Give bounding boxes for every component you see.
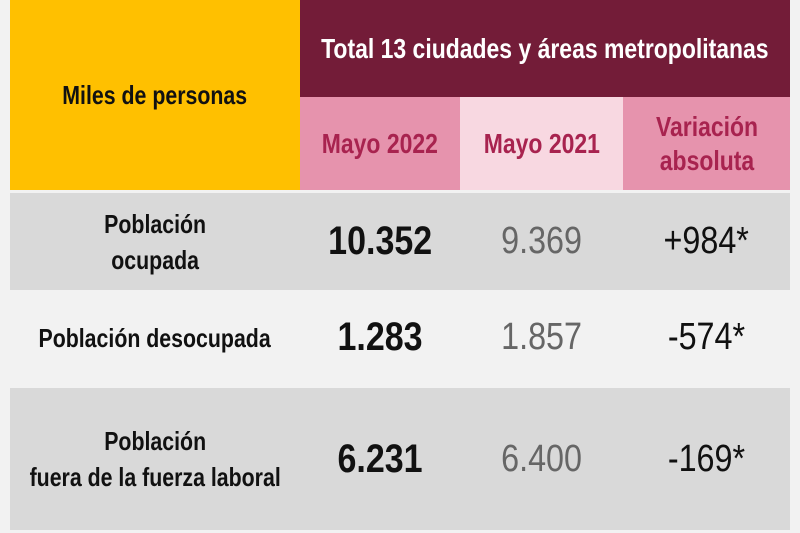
row-label: Población desocupada	[10, 290, 300, 385]
value-may-2021: 9.369	[460, 193, 623, 290]
value-variation: -169*	[623, 388, 790, 530]
table-row: Población desocupada 1.283 1.857 -574*	[10, 290, 790, 385]
label-line: fuera de la fuerza laboral	[29, 462, 281, 492]
value-may-2021: 6.400	[460, 388, 623, 530]
value-may-2022: 1.283	[300, 290, 460, 385]
value: 1.857	[501, 316, 582, 358]
value-may-2021: 1.857	[460, 290, 623, 385]
value-may-2022: 6.231	[300, 388, 460, 530]
value: 6.231	[337, 436, 423, 481]
value: 1.283	[337, 315, 423, 359]
header-units: Miles de personas	[10, 0, 300, 190]
table-row: Población fuera de la fuerza laboral 6.23…	[10, 388, 790, 530]
label-line: Población	[104, 426, 206, 456]
value: 10.352	[328, 219, 432, 263]
label-line: Población desocupada	[38, 322, 272, 353]
header-title: Total 13 ciudades y áreas metropolitanas	[300, 0, 790, 97]
value: +984*	[663, 220, 750, 262]
value-may-2022: 10.352	[300, 193, 460, 290]
units-label: Miles de personas	[62, 79, 248, 110]
column-header-may-2022: Mayo 2022	[300, 97, 460, 190]
value: 6.400	[501, 437, 582, 480]
column-label: Mayo 2021	[483, 127, 600, 159]
column-label: Mayo 2022	[321, 127, 439, 159]
label-line: ocupada	[111, 244, 199, 275]
value-variation: +984*	[623, 193, 790, 290]
table-row: Población ocupada 10.352 9.369 +984*	[10, 193, 790, 290]
label-line: Población	[104, 208, 206, 239]
column-header-variation: Variación absoluta	[623, 97, 790, 190]
value: -574*	[667, 316, 746, 358]
value: -169*	[667, 437, 746, 480]
column-header-may-2021: Mayo 2021	[460, 97, 623, 190]
value: 9.369	[501, 220, 582, 262]
value-variation: -574*	[623, 290, 790, 385]
row-label: Población ocupada	[10, 193, 300, 290]
title-label: Total 13 ciudades y áreas metropolitanas	[321, 32, 769, 64]
column-label: Variación absoluta	[655, 110, 758, 176]
row-label: Población fuera de la fuerza laboral	[10, 388, 300, 530]
